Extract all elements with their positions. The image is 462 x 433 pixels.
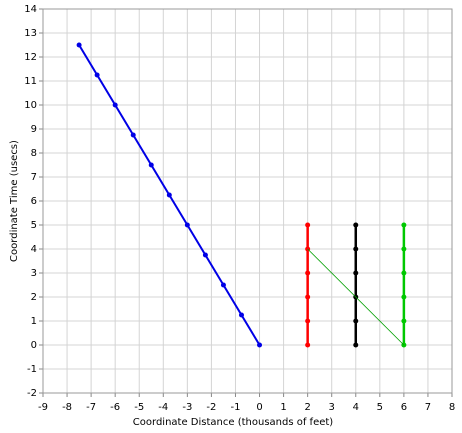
y-tick-label: 14 [24, 4, 37, 15]
y-tick-label: -1 [27, 364, 37, 375]
point [238, 312, 244, 318]
y-tick-label: 5 [31, 220, 37, 231]
point [94, 72, 100, 78]
y-tick-label: 9 [31, 124, 37, 135]
x-tick-label: -5 [134, 402, 144, 413]
x-tick-label: -3 [182, 402, 192, 413]
point [401, 270, 407, 276]
point [353, 318, 359, 324]
point [220, 282, 226, 288]
x-tick-label: -8 [62, 402, 72, 413]
x-tick-label: 2 [304, 402, 310, 413]
y-tick-label: -2 [27, 388, 37, 399]
x-tick-label: 3 [329, 402, 335, 413]
x-tick-label: 4 [353, 402, 359, 413]
point [305, 318, 311, 324]
point [353, 342, 359, 348]
y-tick-label: 6 [31, 196, 37, 207]
x-tick-label: -9 [38, 402, 48, 413]
y-tick-label: 10 [24, 100, 37, 111]
x-tick-label: -2 [206, 402, 216, 413]
x-axis-title: Coordinate Distance (thousands of feet) [133, 417, 333, 428]
point [353, 270, 359, 276]
y-tick-label: 7 [31, 172, 37, 183]
y-tick-label: 3 [31, 268, 37, 279]
y-tick-label: 0 [31, 340, 37, 351]
point [305, 222, 311, 228]
point [202, 252, 208, 258]
point [401, 246, 407, 252]
point [257, 342, 263, 348]
x-tick-label: -7 [86, 402, 96, 413]
x-tick-label: 1 [280, 402, 286, 413]
x-tick-label: 8 [449, 402, 455, 413]
point [353, 222, 359, 228]
y-tick-label: 12 [24, 52, 37, 63]
x-tick-label: -6 [110, 402, 120, 413]
point [401, 294, 407, 300]
point [148, 162, 154, 168]
x-tick-label: 0 [256, 402, 262, 413]
x-tick-label: 6 [401, 402, 407, 413]
y-tick-label: 11 [24, 76, 37, 87]
point [401, 222, 407, 228]
point [166, 192, 172, 198]
x-tick-label: -1 [230, 402, 240, 413]
point [305, 294, 311, 300]
point [184, 222, 190, 228]
y-tick-label: 2 [31, 292, 37, 303]
y-tick-label: 13 [24, 28, 37, 39]
point [305, 342, 311, 348]
point [76, 42, 82, 48]
y-tick-label: 1 [31, 316, 37, 327]
x-tick-label: -4 [158, 402, 168, 413]
x-tick-label: 7 [425, 402, 431, 413]
point [130, 132, 136, 138]
y-tick-label: 4 [31, 244, 37, 255]
point [401, 318, 407, 324]
y-axis-title: Coordinate Time (usecs) [9, 140, 20, 262]
point [112, 102, 118, 108]
x-tick-label: 5 [377, 402, 383, 413]
y-tick-label: 8 [31, 148, 37, 159]
point [305, 270, 311, 276]
series-line [307, 248, 405, 346]
plot-border [42, 8, 453, 394]
point [353, 246, 359, 252]
